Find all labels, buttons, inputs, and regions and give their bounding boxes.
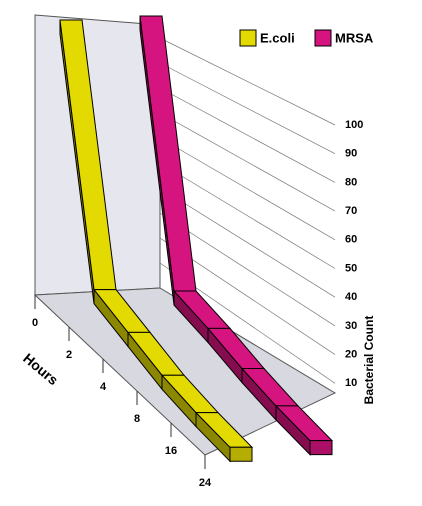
ribbon-end [309, 440, 333, 456]
grid-line [159, 187, 336, 298]
y-tick-label: 70 [345, 205, 357, 217]
y-tick-label: 10 [345, 377, 357, 389]
grid-line [159, 62, 336, 155]
y-tick-label: 50 [345, 262, 357, 274]
grid-line [159, 137, 336, 241]
grid-line [159, 37, 336, 126]
x-tick-label: 24 [199, 477, 212, 489]
y-tick-label: 30 [345, 320, 357, 332]
y-tick-label: 90 [345, 148, 357, 160]
y-tick-label: 100 [345, 119, 363, 131]
x-tick-label: 2 [66, 349, 72, 361]
y-tick-label: 20 [345, 349, 357, 361]
legend-swatch [314, 29, 332, 47]
ribbon-end [229, 446, 253, 462]
legend-swatch [239, 29, 257, 47]
legend-label: MRSA [335, 30, 374, 45]
grid-line [159, 162, 336, 269]
y-tick-label: 60 [345, 234, 357, 246]
x-tick-label: 4 [100, 381, 107, 393]
grid-line [159, 87, 336, 183]
x-tick-label: 16 [165, 445, 177, 457]
y-tick-label: 80 [345, 176, 357, 188]
grid-line [159, 112, 336, 212]
x-tick-label: 0 [32, 317, 38, 329]
y-tick-label: 40 [345, 291, 357, 303]
legend-label: E.coli [260, 30, 295, 45]
floor [33, 287, 337, 456]
y-axis-title: Bacterial Count [362, 316, 376, 405]
x-tick-label: 8 [134, 413, 140, 425]
x-axis-title: Hours [20, 350, 61, 388]
